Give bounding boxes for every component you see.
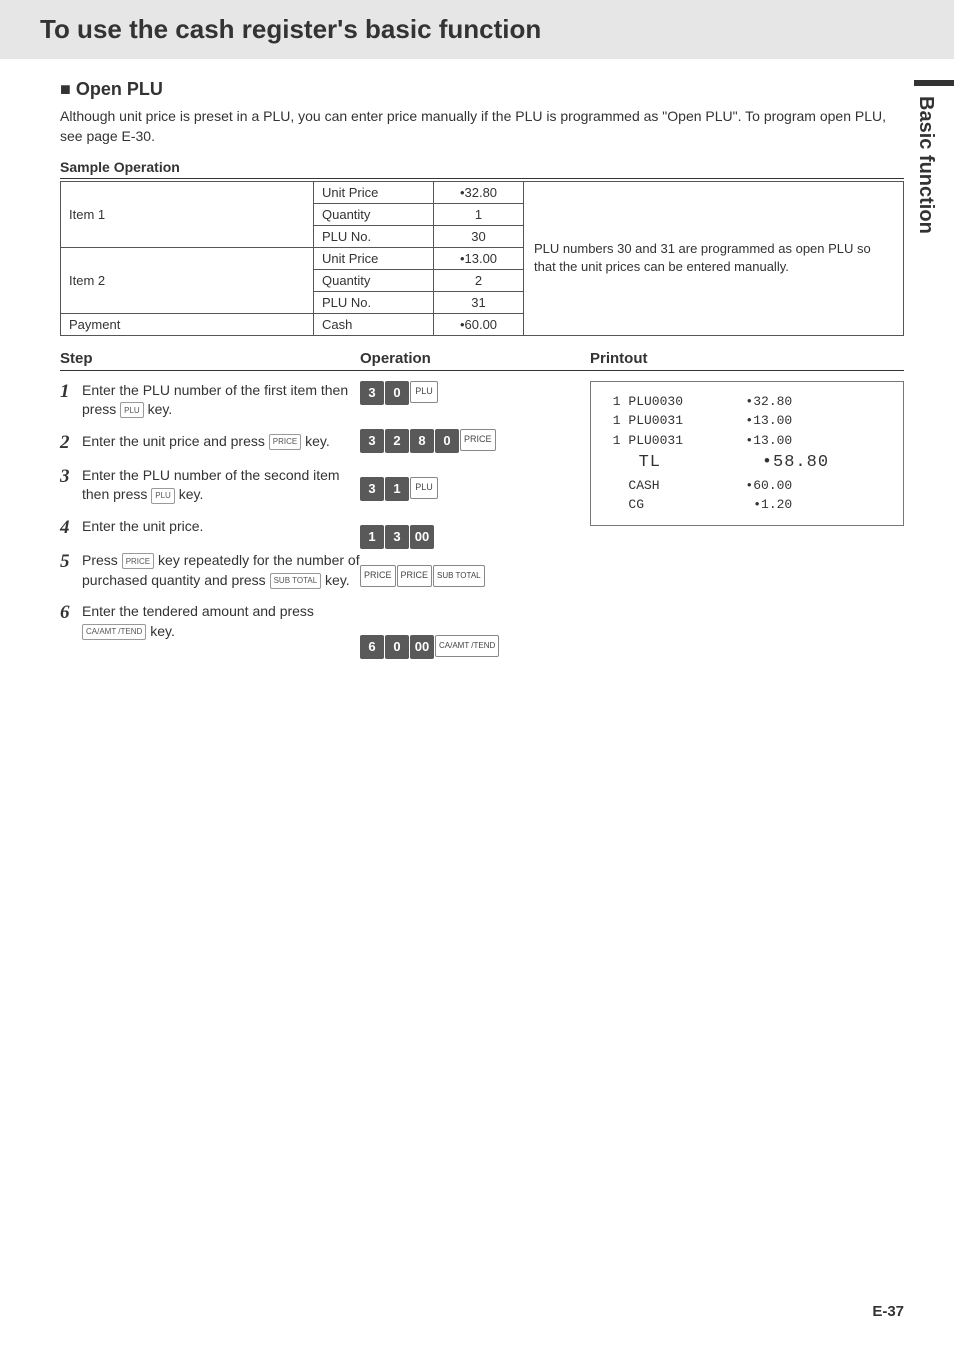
digit-key: 0 [435, 429, 459, 453]
key-icon: PLU [151, 488, 175, 504]
cell: 2 [434, 269, 524, 291]
digit-key: 3 [360, 429, 384, 453]
side-tab: Basic function [914, 80, 954, 310]
col-print-header: Printout [590, 350, 904, 367]
cell: 1 [434, 203, 524, 225]
key-icon: CA/AMT /TEND [82, 624, 146, 640]
step-row: 1Enter the PLU number of the first item … [60, 381, 360, 420]
step-row: 2Enter the unit price and press PRICE ke… [60, 432, 360, 454]
key-icon: SUB TOTAL [270, 573, 322, 589]
step-number: 3 [60, 466, 82, 505]
digit-key: 0 [385, 635, 409, 659]
key-icon: PLU [120, 402, 144, 418]
step-row: 5Press PRICE key repeatedly for the numb… [60, 551, 360, 590]
key-icon: PRICE [269, 434, 301, 450]
function-key: PLU [410, 381, 438, 403]
page-number: E-37 [872, 1303, 904, 1320]
operation-row: 6000CA/AMT /TEND [360, 635, 590, 675]
digit-key: 00 [410, 635, 434, 659]
steps-column: 1Enter the PLU number of the first item … [60, 381, 360, 675]
sample-operation-heading: Sample Operation [60, 159, 904, 179]
digit-key: 3 [360, 381, 384, 405]
operation-row: 31PLU [360, 477, 590, 525]
digit-key: 0 [385, 381, 409, 405]
digit-key: 1 [385, 477, 409, 501]
step-number: 6 [60, 602, 82, 641]
step-number: 2 [60, 432, 82, 454]
digit-key: 2 [385, 429, 409, 453]
digit-key: 1 [360, 525, 384, 549]
function-key: CA/AMT /TEND [435, 635, 499, 657]
operation-row: PRICEPRICESUB TOTAL [360, 565, 590, 635]
operation-row: 1300 [360, 525, 590, 565]
payment-label: Payment [61, 313, 314, 335]
cell: 30 [434, 225, 524, 247]
item2-label: Item 2 [61, 247, 314, 313]
function-key: PLU [410, 477, 438, 499]
step-number: 1 [60, 381, 82, 420]
function-key: SUB TOTAL [433, 565, 485, 587]
col-op-header: Operation [360, 350, 590, 367]
function-key: PRICE [360, 565, 396, 587]
receipt-line: 1 PLU0030 •32.80 [605, 392, 889, 412]
item1-label: Item 1 [61, 181, 314, 247]
receipt-line: CG •1.20 [605, 495, 889, 515]
digit-key: 6 [360, 635, 384, 659]
step-text: Press PRICE key repeatedly for the numbe… [82, 551, 360, 590]
receipt-line: CASH •60.00 [605, 476, 889, 496]
receipt-total: TL •58.80 [605, 450, 889, 476]
operation-row: 30PLU [360, 381, 590, 429]
printout-column: 1 PLU0030 •32.80 1 PLU0031 •13.00 1 PLU0… [590, 381, 904, 675]
operation-row: 3280PRICE [360, 429, 590, 477]
operations-column: 30PLU3280PRICE31PLU1300PRICEPRICESUB TOT… [360, 381, 590, 675]
step-number: 4 [60, 517, 82, 539]
step-row: 4Enter the unit price. [60, 517, 360, 539]
receipt: 1 PLU0030 •32.80 1 PLU0031 •13.00 1 PLU0… [590, 381, 904, 526]
columns-header: Step Operation Printout [60, 350, 904, 371]
content: ■ Open PLU Although unit price is preset… [0, 79, 954, 675]
digit-key: 8 [410, 429, 434, 453]
side-tab-label: Basic function [914, 86, 943, 234]
table-note: PLU numbers 30 and 31 are programmed as … [524, 181, 904, 335]
step-text: Enter the PLU number of the first item t… [82, 381, 360, 420]
cell: Unit Price [314, 181, 434, 203]
receipt-line: 1 PLU0031 •13.00 [605, 431, 889, 451]
cell: •32.80 [434, 181, 524, 203]
step-row: 3Enter the PLU number of the second item… [60, 466, 360, 505]
cell: •13.00 [434, 247, 524, 269]
digit-key: 00 [410, 525, 434, 549]
cell: Unit Price [314, 247, 434, 269]
receipt-line: 1 PLU0031 •13.00 [605, 411, 889, 431]
steps-area: 1Enter the PLU number of the first item … [60, 381, 904, 675]
page-title: To use the cash register's basic functio… [40, 14, 914, 45]
key-icon: PRICE [122, 553, 154, 569]
step-text: Enter the tendered amount and press CA/A… [82, 602, 360, 641]
digit-key: 3 [385, 525, 409, 549]
step-number: 5 [60, 551, 82, 590]
cell: PLU No. [314, 291, 434, 313]
cell: •60.00 [434, 313, 524, 335]
step-row: 6Enter the tendered amount and press CA/… [60, 602, 360, 641]
intro-text: Although unit price is preset in a PLU, … [60, 106, 904, 147]
sample-table: Item 1 Unit Price •32.80 PLU numbers 30 … [60, 181, 904, 336]
cell: 31 [434, 291, 524, 313]
title-bar: To use the cash register's basic functio… [0, 0, 954, 59]
step-text: Enter the PLU number of the second item … [82, 466, 360, 505]
col-step-header: Step [60, 350, 360, 367]
step-text: Enter the unit price. [82, 517, 203, 539]
cell: Cash [314, 313, 434, 335]
function-key: PRICE [460, 429, 496, 451]
digit-key: 3 [360, 477, 384, 501]
section-heading: ■ Open PLU [60, 79, 904, 100]
function-key: PRICE [397, 565, 433, 587]
cell: Quantity [314, 269, 434, 291]
cell: PLU No. [314, 225, 434, 247]
step-text: Enter the unit price and press PRICE key… [82, 432, 330, 454]
cell: Quantity [314, 203, 434, 225]
